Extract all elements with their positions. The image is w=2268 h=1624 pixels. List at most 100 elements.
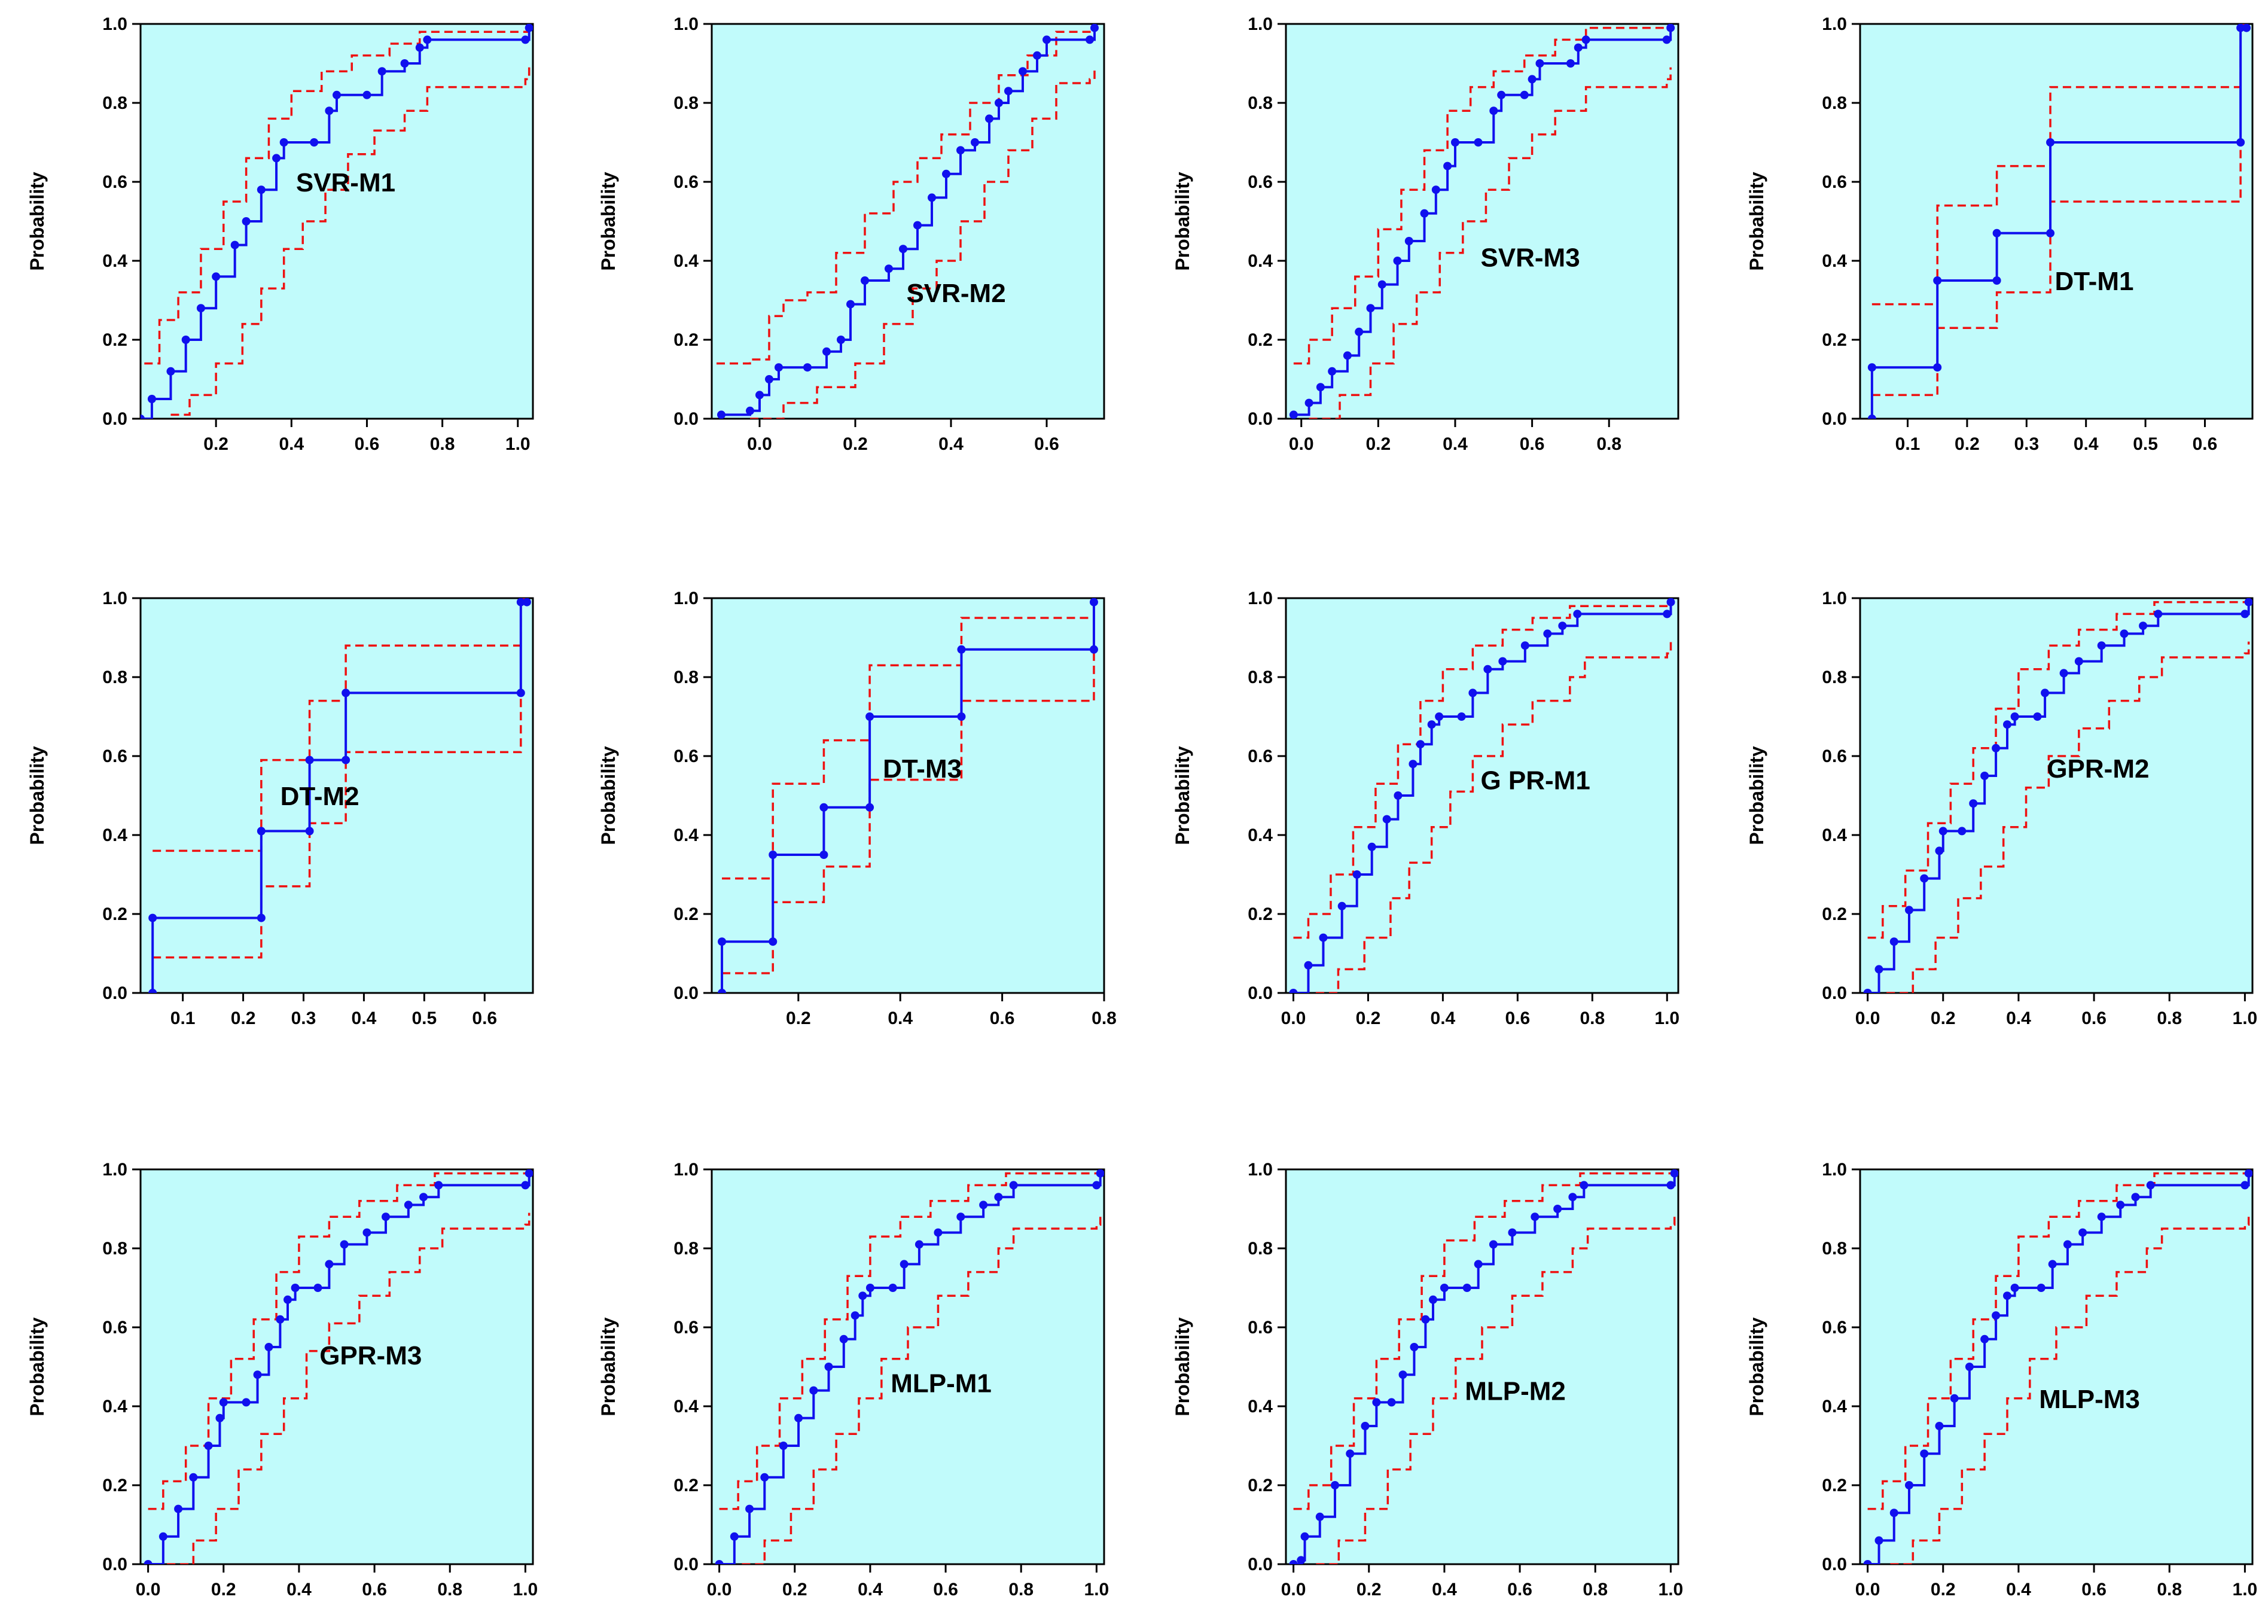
y-tick-label: 0.8 — [1248, 668, 1273, 687]
x-tick-label: 0.0 — [1855, 1580, 1880, 1599]
ecdf-point — [1863, 1560, 1872, 1564]
lower-confidence-band — [1890, 1212, 2250, 1564]
x-tick-label: 0.6 — [355, 434, 380, 454]
ecdf-point — [779, 1442, 788, 1450]
ecdf-point — [985, 114, 993, 123]
ecdf-point — [765, 375, 773, 383]
lower-confidence-band — [1316, 1212, 1676, 1564]
ecdf-point — [219, 1398, 228, 1407]
ecdf-point — [1969, 799, 1978, 808]
x-tick-label: 0.6 — [2193, 434, 2218, 454]
y-tick-label: 0.2 — [102, 1476, 127, 1495]
ecdf-point — [1920, 1449, 1929, 1458]
ecdf-point — [1965, 1363, 1974, 1371]
ecdf-point — [305, 827, 314, 836]
y-tick-label: 0.8 — [673, 1239, 699, 1259]
ecdf-point — [1004, 87, 1013, 96]
ecdf-point — [1992, 1311, 2001, 1320]
x-tick-label: 0.6 — [1505, 1008, 1530, 1028]
chart-panel-9: 0.0 0.2 0.4 0.6 0.8 1.0 0.0 0.2 0.4 0.6 0.8 1.0 Prob… — [26, 1160, 538, 1599]
ecdf-point — [1435, 712, 1444, 721]
ecdf-point — [760, 1473, 769, 1482]
ecdf-point — [2078, 1228, 2087, 1237]
y-tick-label: 0.8 — [673, 93, 699, 113]
ecdf-point — [2041, 688, 2050, 697]
ecdf-point — [148, 913, 157, 922]
ecdf-point — [1992, 276, 2001, 285]
y-tick-label: 0.0 — [1822, 409, 1847, 429]
ecdf-point — [1905, 1481, 1913, 1489]
y-tick-label: 1.0 — [1248, 1160, 1273, 1180]
y-tick-label: 0.6 — [673, 172, 699, 192]
y-tick-label: 0.2 — [1248, 330, 1273, 350]
ecdf-point — [1300, 1532, 1309, 1541]
x-tick-label: 0.8 — [1580, 1008, 1605, 1028]
y-tick-label: 1.0 — [102, 14, 127, 34]
ecdf-point — [1867, 415, 1876, 419]
ecdf-point — [934, 1228, 943, 1237]
x-tick-label: 1.0 — [1654, 1008, 1679, 1028]
ecdf-point — [212, 272, 221, 281]
ecdf-point — [276, 1315, 285, 1324]
ecdf-point — [1863, 989, 1872, 993]
y-tick-label: 0.6 — [1248, 172, 1273, 192]
ecdf-point — [1377, 280, 1386, 289]
ecdf-point — [1535, 59, 1544, 68]
ecdf-point — [1367, 842, 1376, 851]
ecdf-point — [2046, 138, 2055, 147]
ecdf-point — [2236, 24, 2245, 32]
x-tick-label: 0.3 — [291, 1008, 316, 1028]
ecdf-point — [1382, 815, 1391, 824]
panel-label: DT-M2 — [281, 782, 359, 811]
ecdf-point — [1889, 937, 1898, 946]
ecdf-point — [1553, 1205, 1562, 1213]
x-tick-label: 1.0 — [2233, 1008, 2258, 1028]
ecdf-point — [1086, 35, 1094, 44]
ecdf-point — [858, 1291, 867, 1300]
ecdf-point — [253, 1370, 262, 1379]
y-tick-label: 1.0 — [673, 14, 699, 34]
ecdf-point — [189, 1473, 198, 1482]
ecdf-point — [158, 1532, 167, 1541]
ecdf-point — [2236, 138, 2245, 147]
y-tick-label: 0.4 — [1248, 251, 1273, 271]
y-tick-label: 0.2 — [1822, 330, 1847, 350]
ecdf-point — [1450, 138, 1459, 147]
ecdf-point — [1355, 327, 1364, 336]
ecdf-point — [865, 803, 874, 812]
x-tick-label: 0.8 — [2157, 1008, 2182, 1028]
y-tick-label: 0.8 — [673, 668, 699, 687]
ecdf-point — [362, 90, 371, 99]
ecdf-point — [928, 193, 936, 202]
ecdf-point — [1508, 1228, 1517, 1237]
ecdf-point — [1867, 363, 1876, 372]
ecdf-point — [1558, 621, 1567, 630]
ecdf-point — [746, 406, 754, 415]
y-axis-label: Probability — [26, 172, 48, 271]
ecdf-point — [1933, 363, 1942, 372]
ecdf-point — [1489, 1240, 1498, 1249]
y-tick-label: 0.4 — [673, 251, 699, 271]
upper-confidence-band — [1293, 1169, 1676, 1510]
x-tick-label: 0.4 — [2006, 1580, 2031, 1599]
ecdf-point — [745, 1504, 754, 1513]
ecdf-point — [1520, 641, 1529, 650]
ecdf-point — [325, 106, 334, 115]
x-tick-label: 0.2 — [1365, 434, 1391, 454]
x-tick-label: 0.4 — [1431, 1008, 1456, 1028]
x-tick-label: 0.0 — [1281, 1008, 1306, 1028]
ecdf-point — [1372, 1398, 1381, 1407]
ecdf-point — [1319, 933, 1328, 942]
ecdf-point — [819, 803, 828, 812]
x-tick-label: 0.4 — [888, 1008, 913, 1028]
x-tick-label: 1.0 — [505, 434, 531, 454]
panel-label: SVR-M3 — [1480, 243, 1580, 272]
ecdf-point — [913, 221, 922, 230]
y-tick-label: 0.6 — [1248, 1318, 1273, 1337]
ecdf-point — [1905, 906, 1913, 915]
x-tick-label: 0.0 — [707, 1580, 732, 1599]
x-tick-label: 0.2 — [1356, 1580, 1382, 1599]
y-tick-label: 0.6 — [102, 747, 127, 766]
ecdf-point — [1483, 665, 1492, 674]
